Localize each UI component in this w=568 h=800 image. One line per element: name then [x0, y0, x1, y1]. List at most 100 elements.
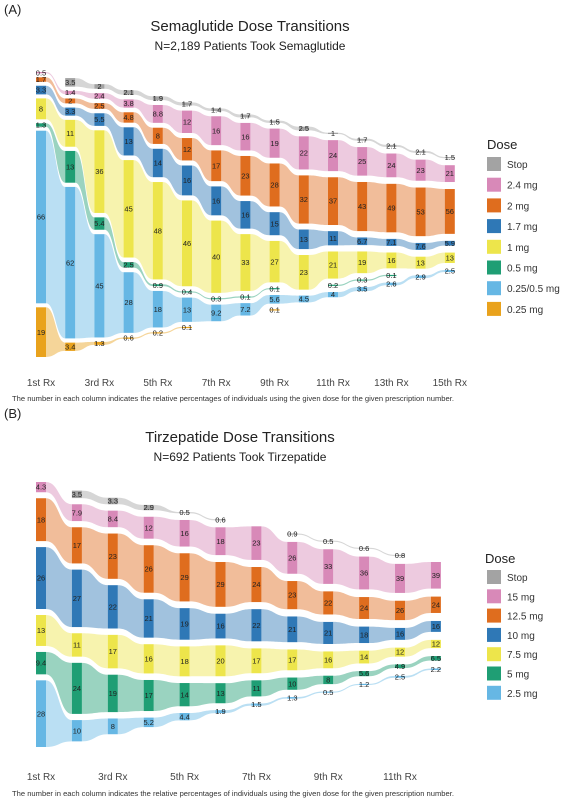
sema-node-0-25-0-5-mg-rx2 [65, 186, 76, 339]
sema-flow-stop-rx4 [133, 90, 153, 101]
tirz-legend-label-5-mg: 5 mg [507, 670, 529, 681]
sema-node-1-mg-rx12 [357, 251, 368, 274]
sema-flow-1-7-mg-rx7 [221, 186, 241, 229]
tirz-node-2-5-mg-rx1 [36, 680, 46, 747]
sema-value-label-0-5-mg-rx7: 0.3 [211, 294, 221, 303]
sema-flow-stop-rx14 [425, 150, 445, 159]
sema-flow-2-4-mg-rx14 [425, 159, 445, 183]
tirz-flow-2-5-mg-rx8 [297, 691, 324, 699]
tirz-flow-12-5-mg-rx2 [81, 527, 108, 579]
sema-flow-stop-rx9 [279, 120, 299, 131]
tirz-value-label-5-mg-rx7: 11 [253, 684, 261, 693]
sema-node-1-mg-rx11 [328, 251, 338, 279]
sema-value-label-2-4-mg-rx14: 23 [416, 166, 424, 175]
sema-node-1-7-mg-rx6 [182, 165, 192, 196]
sema-flow-1-mg-rx6 [192, 200, 212, 293]
sema-value-label-2-mg-rx15: 56 [446, 207, 454, 216]
tirz-value-label-5-mg-rx5: 14 [180, 690, 188, 699]
sema-node-0-5-mg-rx6 [182, 291, 192, 293]
sema-node-0-25-mg-rx6 [182, 326, 192, 329]
sema-value-label-0-5-mg-rx6: 0.4 [182, 288, 192, 297]
tirz-node-7-5-mg-rx2 [71, 633, 82, 657]
sema-value-label-0-25-0-5-mg-rx11: 4 [331, 290, 335, 299]
sema-value-label-2-4-mg-rx5: 8.8 [153, 110, 163, 119]
sema-value-label-2-4-mg-rx4: 3.8 [123, 99, 133, 108]
panel-b-plot: 4.3 18 26 13 9.4 28 3.5 7.9 17 27 11 24 10 3.3 8.4 23 22… [36, 482, 441, 747]
sema-node-stop-rx9 [269, 120, 280, 123]
tirz-value-label-5-mg-rx12: 6.5 [431, 654, 441, 663]
sema-value-label-2-4-mg-rx15: 21 [446, 169, 454, 178]
sema-node-0-25-mg-rx4 [123, 337, 134, 339]
tirz-flow-12-5-mg-rx4 [153, 545, 180, 602]
sema-value-label-0-25-mg-rx2: 3.4 [65, 342, 75, 351]
sema-value-label-0-25-0-5-mg-rx5: 18 [154, 305, 162, 314]
sema-value-label-2-4-mg-rx13: 24 [387, 161, 395, 170]
sema-legend-swatch-0-25-0-5-mg [487, 281, 501, 296]
sema-flow-0-25-0-5-mg-rx2 [75, 186, 95, 339]
tirz-value-label-7-5-mg-rx2: 11 [73, 641, 81, 650]
tirz-node-15-mg-rx2 [71, 504, 82, 522]
sema-value-label-1-mg-rx15: 13 [446, 253, 454, 262]
tirz-flow-15-mg-rx9 [333, 549, 360, 590]
sema-value-label-stop-rx7: 1.4 [211, 105, 221, 114]
sema-value-label-2-mg-rx11: 37 [329, 197, 337, 206]
tirz-value-label-stop-rx2: 3.5 [72, 490, 82, 499]
sema-value-label-0-5-mg-rx8: 0.1 [240, 293, 250, 302]
tirz-node-10-mg-rx5 [179, 608, 190, 640]
sema-node-0-25-mg-rx3 [94, 341, 105, 345]
sema-flow-0-25-0-5-mg-rx6 [192, 297, 212, 322]
sema-value-label-0-25-0-5-mg-rx13: 2.6 [386, 280, 396, 289]
sema-value-label-2-mg-rx7: 17 [212, 161, 220, 170]
sema-flow-0-5-mg-rx12 [367, 274, 387, 281]
sema-node-0-5-mg-rx4 [123, 262, 134, 268]
tirz-node-2-5-mg-rx11 [395, 675, 405, 678]
tirz-node-2-5-mg-rx12 [430, 668, 441, 670]
sema-value-label-0-5-mg-rx13: 0.1 [386, 271, 396, 280]
sema-node-2-mg-rx15 [444, 189, 455, 234]
sema-node-1-mg-rx7 [211, 220, 222, 293]
tirz-flow-5-mg-rx11 [405, 656, 431, 669]
sema-legend-label-0-25-0-5-mg: 0.25/0.5 mg [507, 284, 560, 295]
tirz-node-10-mg-rx9 [323, 621, 334, 644]
sema-flow-2-4-mg-rx13 [396, 153, 416, 181]
tirz-node-7-5-mg-rx1 [36, 615, 46, 646]
sema-flow-2-4-mg-rx9 [279, 128, 299, 170]
panel-b-label: (B) [4, 406, 21, 421]
sema-value-label-2-mg-rx4: 4.8 [123, 113, 133, 122]
tirz-value-label-12-5-mg-rx9: 22 [324, 599, 332, 608]
tirz-flow-7-5-mg-rx11 [405, 639, 431, 657]
tirz-value-label-7-5-mg-rx5: 18 [180, 657, 188, 666]
sema-node-stop-rx8 [240, 114, 251, 118]
sema-node-stop-rx13 [386, 144, 397, 147]
sema-value-label-1-mg-rx7: 40 [212, 252, 220, 261]
sema-node-2-4-mg-rx12 [357, 147, 368, 176]
tirz-flow-10-mg-rx2 [81, 569, 108, 629]
sema-flow-0-25-mg-rx1 [46, 307, 66, 357]
sema-node-0-5-mg-rx12 [357, 279, 368, 281]
tirz-flow-12-5-mg-rx10 [369, 597, 395, 621]
tirz-node-stop-rx4 [143, 504, 154, 511]
tirz-x-tick-3rd-rx: 3rd Rx [98, 772, 127, 783]
sema-value-label-2-4-mg-rx7: 16 [212, 126, 220, 135]
tirz-value-label-12-5-mg-rx3: 23 [109, 552, 117, 561]
tirz-value-label-2-5-mg-rx1: 28 [37, 709, 45, 718]
sema-flow-2-4-mg-rx8 [250, 122, 270, 158]
sema-flow-2-mg-rx11 [338, 177, 358, 232]
tirz-node-stop-rx11 [395, 554, 405, 557]
sema-flow-0-5-mg-rx6 [192, 291, 212, 300]
sema-node-0-25-0-5-mg-rx13 [386, 282, 397, 286]
sema-node-2-mg-rx10 [298, 175, 309, 224]
sema-node-1-7-mg-rx14 [415, 242, 426, 250]
sema-value-label-2-4-mg-rx9: 19 [270, 139, 278, 148]
sema-value-label-2-mg-rx10: 32 [300, 195, 308, 204]
sema-flow-2-mg-rx7 [221, 150, 241, 196]
tirz-flow-15-mg-rx1 [46, 482, 72, 522]
tirz-flow-10-mg-rx10 [369, 626, 395, 644]
tirz-value-label-7-5-mg-rx1: 13 [37, 626, 45, 635]
tirz-value-label-15-mg-rx8: 26 [288, 553, 296, 562]
tirz-node-15-mg-rx4 [143, 516, 154, 539]
tirz-node-7-5-mg-rx5 [179, 646, 190, 677]
sema-value-label-0-25-0-5-mg-rx3: 45 [95, 281, 103, 290]
sema-flow-0-25-0-5-mg-rx9 [279, 295, 299, 304]
sema-flow-1-7-mg-rx4 [133, 127, 153, 178]
